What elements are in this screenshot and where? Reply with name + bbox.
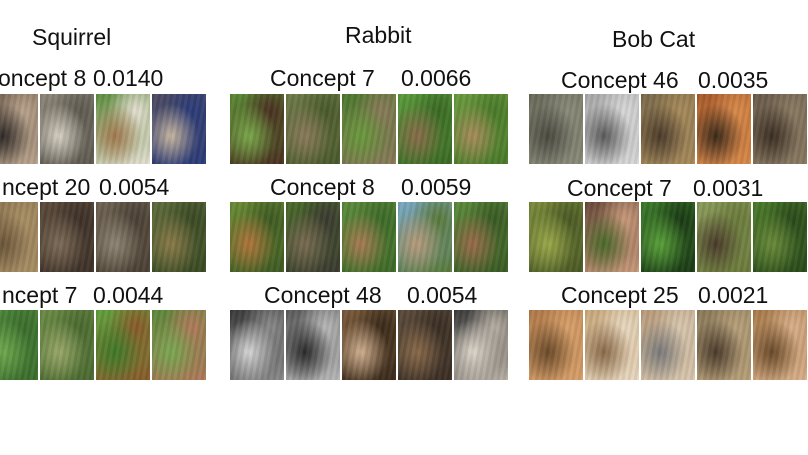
squirrel-row1-image-strip <box>0 94 206 164</box>
concept-image-patch <box>585 202 639 272</box>
concept-image-patch <box>40 94 94 164</box>
concept-image-patch <box>753 94 807 164</box>
squirrel-row3-image-strip <box>0 310 206 380</box>
concept-image-patch <box>286 94 340 164</box>
bobcat-row3-concept: Concept 25 <box>561 282 679 308</box>
rabbit-row1-concept: Concept 7 <box>270 65 375 91</box>
concept-image-patch <box>230 202 284 272</box>
rabbit-row2-concept: Concept 8 <box>270 174 375 200</box>
concept-image-patch <box>454 94 508 164</box>
column-title-bobcat: Bob Cat <box>612 26 696 52</box>
concept-image-patch <box>585 310 639 380</box>
bobcat-row1-concept: Concept 46 <box>561 67 679 93</box>
concept-image-patch <box>0 310 38 380</box>
concept-image-patch <box>398 310 452 380</box>
concept-image-patch <box>753 310 807 380</box>
concept-image-patch <box>697 202 751 272</box>
bobcat-row1-score: 0.0035 <box>698 67 769 93</box>
concept-image-patch <box>641 94 695 164</box>
concept-image-patch <box>398 94 452 164</box>
concept-image-patch <box>230 94 284 164</box>
concept-image-patch <box>342 94 396 164</box>
concept-image-patch <box>40 202 94 272</box>
rabbit-row3-score: 0.0054 <box>407 282 478 308</box>
concept-image-patch <box>697 94 751 164</box>
column-title-squirrel: Squirrel <box>32 24 112 50</box>
concept-image-patch <box>753 202 807 272</box>
concept-image-patch <box>0 94 38 164</box>
concept-image-patch <box>152 202 206 272</box>
rabbit-row1-score: 0.0066 <box>401 65 472 91</box>
concept-image-patch <box>529 94 583 164</box>
bobcat-row1-image-strip <box>529 94 807 164</box>
concept-image-patch <box>454 310 508 380</box>
concept-image-patch <box>96 94 150 164</box>
concept-image-patch <box>40 310 94 380</box>
concept-image-patch <box>398 202 452 272</box>
column-title-rabbit: Rabbit <box>345 22 412 48</box>
squirrel-row2-score: 0.0054 <box>99 174 170 200</box>
bobcat-row3-image-strip <box>529 310 807 380</box>
rabbit-row3-image-strip <box>230 310 508 380</box>
concept-image-patch <box>286 202 340 272</box>
bobcat-row3-score: 0.0021 <box>698 282 769 308</box>
rabbit-row2-score: 0.0059 <box>401 174 472 200</box>
bobcat-row2-image-strip <box>529 202 807 272</box>
squirrel-row3-concept: ncept 7 <box>2 282 78 308</box>
concept-image-patch <box>585 94 639 164</box>
concept-image-patch <box>152 310 206 380</box>
concept-image-patch <box>342 202 396 272</box>
squirrel-row1-concept: oncept 8 <box>0 65 87 91</box>
squirrel-row3-score: 0.0044 <box>93 282 164 308</box>
rabbit-row3-concept: Concept 48 <box>264 282 382 308</box>
rabbit-row2-image-strip <box>230 202 508 272</box>
concept-image-patch <box>230 310 284 380</box>
concept-image-patch <box>641 202 695 272</box>
concept-image-patch <box>286 310 340 380</box>
bobcat-row2-score: 0.0031 <box>693 175 764 201</box>
squirrel-row2-image-strip <box>0 202 206 272</box>
squirrel-row1-score: 0.0140 <box>93 65 164 91</box>
concept-image-patch <box>697 310 751 380</box>
squirrel-row2-concept: ncept 20 <box>2 174 91 200</box>
concept-image-patch <box>96 202 150 272</box>
bobcat-row2-concept: Concept 7 <box>567 175 672 201</box>
concept-image-patch <box>529 310 583 380</box>
concept-image-patch <box>152 94 206 164</box>
concept-image-patch <box>96 310 150 380</box>
concept-image-patch <box>0 202 38 272</box>
concept-image-patch <box>529 202 583 272</box>
concept-image-patch <box>342 310 396 380</box>
concept-image-patch <box>454 202 508 272</box>
rabbit-row1-image-strip <box>230 94 508 164</box>
concept-image-patch <box>641 310 695 380</box>
